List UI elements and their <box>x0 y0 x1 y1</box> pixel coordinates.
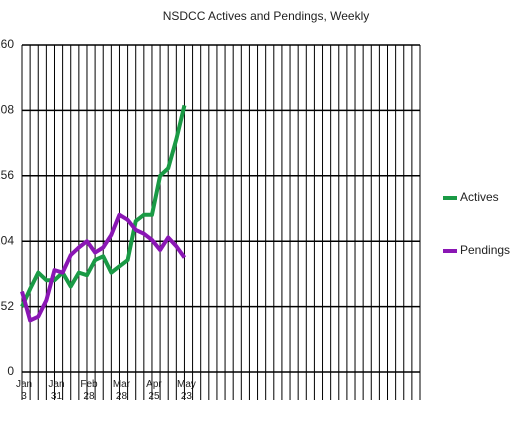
chart-title: NSDCC Actives and Pendings, Weekly <box>163 9 370 23</box>
series-line <box>20 104 187 308</box>
legend-label: Pendings <box>460 243 510 257</box>
y-tick-label: 52 <box>1 299 15 313</box>
x-tick-label: Jan 31 <box>48 379 64 402</box>
y-tick-label: 104 <box>0 233 14 247</box>
x-tick-label: Feb 28 <box>80 379 98 402</box>
x-tick-label: May 23 <box>177 379 196 402</box>
y-tick-label: 0 <box>7 364 14 378</box>
y-tick-label: 156 <box>0 168 14 182</box>
x-tick-label: Jan 3 <box>16 379 32 402</box>
x-tick-label: Mar 28 <box>113 379 131 402</box>
legend-label: Actives <box>460 190 499 204</box>
series-line <box>20 212 187 323</box>
x-tick-label: Apr 25 <box>146 379 162 402</box>
y-tick-label: 208 <box>0 103 14 117</box>
y-tick-label: 260 <box>0 37 14 51</box>
